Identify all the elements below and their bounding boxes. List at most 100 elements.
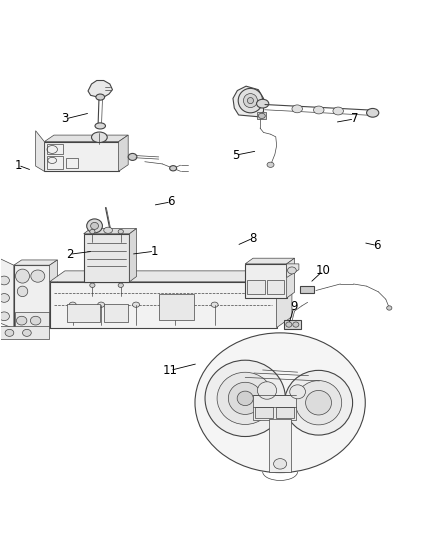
Ellipse shape bbox=[172, 302, 179, 308]
Polygon shape bbox=[277, 271, 292, 328]
Ellipse shape bbox=[285, 370, 353, 435]
Ellipse shape bbox=[98, 302, 105, 308]
Polygon shape bbox=[35, 131, 44, 171]
Bar bbox=[159, 294, 194, 320]
Ellipse shape bbox=[104, 227, 113, 233]
Text: 6: 6 bbox=[373, 239, 381, 252]
Ellipse shape bbox=[30, 316, 41, 325]
Ellipse shape bbox=[295, 381, 342, 425]
Ellipse shape bbox=[5, 329, 14, 336]
Polygon shape bbox=[287, 264, 299, 278]
Bar bbox=[67, 304, 100, 322]
Text: 11: 11 bbox=[162, 364, 177, 377]
Ellipse shape bbox=[228, 382, 262, 415]
Bar bbox=[247, 280, 265, 294]
Text: 6: 6 bbox=[167, 196, 175, 208]
Bar bbox=[49, 282, 277, 328]
Ellipse shape bbox=[95, 123, 106, 129]
Polygon shape bbox=[49, 271, 292, 282]
Bar bbox=[255, 407, 273, 418]
Ellipse shape bbox=[237, 391, 253, 406]
Text: 9: 9 bbox=[290, 300, 298, 313]
Bar bbox=[104, 304, 128, 322]
Ellipse shape bbox=[205, 360, 286, 437]
Text: 7: 7 bbox=[350, 112, 358, 125]
Ellipse shape bbox=[90, 229, 95, 234]
Ellipse shape bbox=[267, 162, 274, 167]
Ellipse shape bbox=[288, 267, 296, 274]
Ellipse shape bbox=[16, 316, 27, 325]
Ellipse shape bbox=[258, 113, 265, 118]
Ellipse shape bbox=[87, 219, 102, 233]
Polygon shape bbox=[245, 258, 294, 264]
Ellipse shape bbox=[118, 283, 124, 287]
Ellipse shape bbox=[170, 166, 177, 171]
Ellipse shape bbox=[0, 294, 10, 302]
Bar bbox=[276, 407, 294, 418]
Text: 8: 8 bbox=[249, 232, 257, 245]
Text: 10: 10 bbox=[315, 264, 330, 277]
Text: 1: 1 bbox=[14, 159, 22, 172]
Bar bbox=[253, 395, 296, 420]
Ellipse shape bbox=[118, 229, 124, 234]
Text: 2: 2 bbox=[66, 248, 74, 261]
Ellipse shape bbox=[92, 132, 107, 142]
Text: 5: 5 bbox=[232, 149, 239, 161]
Polygon shape bbox=[84, 229, 137, 234]
Bar bbox=[66, 158, 78, 168]
Ellipse shape bbox=[306, 391, 332, 415]
Ellipse shape bbox=[15, 269, 29, 283]
Ellipse shape bbox=[133, 302, 140, 308]
Ellipse shape bbox=[247, 98, 254, 103]
Bar bbox=[0, 326, 49, 340]
Ellipse shape bbox=[22, 329, 31, 336]
Polygon shape bbox=[88, 80, 113, 97]
Ellipse shape bbox=[292, 105, 302, 113]
Ellipse shape bbox=[90, 283, 95, 287]
Bar bbox=[84, 234, 130, 282]
Polygon shape bbox=[287, 258, 294, 298]
Ellipse shape bbox=[31, 270, 45, 282]
Polygon shape bbox=[119, 135, 128, 171]
Ellipse shape bbox=[257, 99, 269, 108]
Bar bbox=[14, 265, 49, 328]
Bar bbox=[300, 286, 314, 293]
Polygon shape bbox=[44, 135, 128, 142]
Ellipse shape bbox=[69, 302, 76, 308]
Ellipse shape bbox=[211, 302, 218, 308]
Ellipse shape bbox=[387, 306, 392, 310]
Ellipse shape bbox=[195, 333, 365, 473]
Bar bbox=[14, 312, 49, 328]
Bar bbox=[269, 419, 291, 472]
Ellipse shape bbox=[244, 94, 258, 108]
Ellipse shape bbox=[91, 222, 99, 229]
Ellipse shape bbox=[238, 88, 263, 113]
Ellipse shape bbox=[0, 312, 10, 321]
Polygon shape bbox=[49, 260, 57, 328]
Bar bbox=[46, 144, 63, 154]
Bar bbox=[44, 142, 119, 171]
Ellipse shape bbox=[96, 94, 105, 100]
Ellipse shape bbox=[0, 276, 10, 285]
Polygon shape bbox=[130, 229, 137, 282]
Polygon shape bbox=[258, 112, 266, 119]
Ellipse shape bbox=[290, 385, 305, 399]
Ellipse shape bbox=[333, 107, 343, 115]
Polygon shape bbox=[0, 257, 14, 328]
Ellipse shape bbox=[17, 286, 28, 297]
Bar bbox=[245, 264, 287, 298]
Ellipse shape bbox=[258, 382, 277, 399]
Text: 1: 1 bbox=[151, 245, 158, 258]
Polygon shape bbox=[233, 86, 264, 117]
Ellipse shape bbox=[367, 108, 379, 117]
Ellipse shape bbox=[314, 106, 324, 114]
Ellipse shape bbox=[128, 154, 137, 160]
Ellipse shape bbox=[293, 322, 299, 327]
Polygon shape bbox=[14, 260, 57, 265]
Ellipse shape bbox=[286, 322, 292, 327]
Text: 3: 3 bbox=[62, 112, 69, 125]
Bar bbox=[46, 156, 63, 169]
Bar bbox=[267, 280, 284, 294]
Ellipse shape bbox=[217, 372, 273, 424]
Bar bbox=[284, 320, 301, 329]
